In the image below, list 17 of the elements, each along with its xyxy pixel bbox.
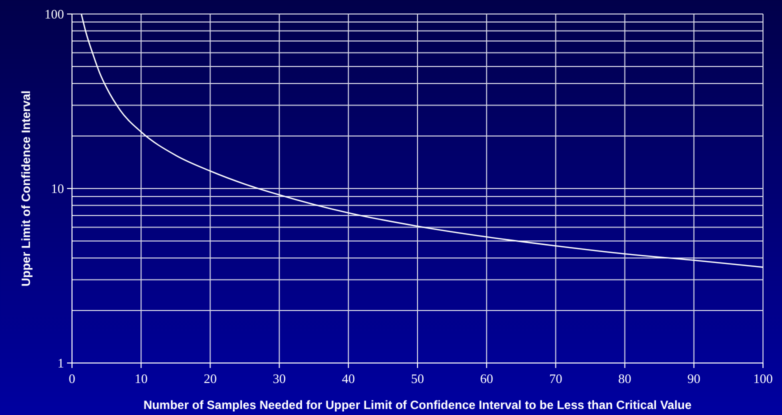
x-axis-title: Number of Samples Needed for Upper Limit of Confidence Interval to be Less than Critical Value <box>143 398 692 412</box>
y-tick-label: 100 <box>44 6 64 22</box>
x-tick-label: 50 <box>411 371 424 386</box>
x-tick-label: 20 <box>204 371 217 386</box>
x-tick-label: 40 <box>342 371 355 386</box>
y-tick-label: 1 <box>58 356 64 370</box>
x-tick-label: 60 <box>480 371 494 386</box>
y-axis-title: Upper Limit of Confidence Interval <box>19 90 33 287</box>
line-series <box>80 13 764 268</box>
x-tick-label: 80 <box>618 371 632 386</box>
x-tick-label: 10 <box>134 371 148 386</box>
x-tick-label: 100 <box>753 371 773 386</box>
y-tick-label: 10 <box>51 181 64 196</box>
x-tick-label: 30 <box>272 371 286 386</box>
x-tick-label: 70 <box>549 371 562 386</box>
x-tick-label: 90 <box>687 371 700 386</box>
x-tick-label: 0 <box>68 371 76 386</box>
